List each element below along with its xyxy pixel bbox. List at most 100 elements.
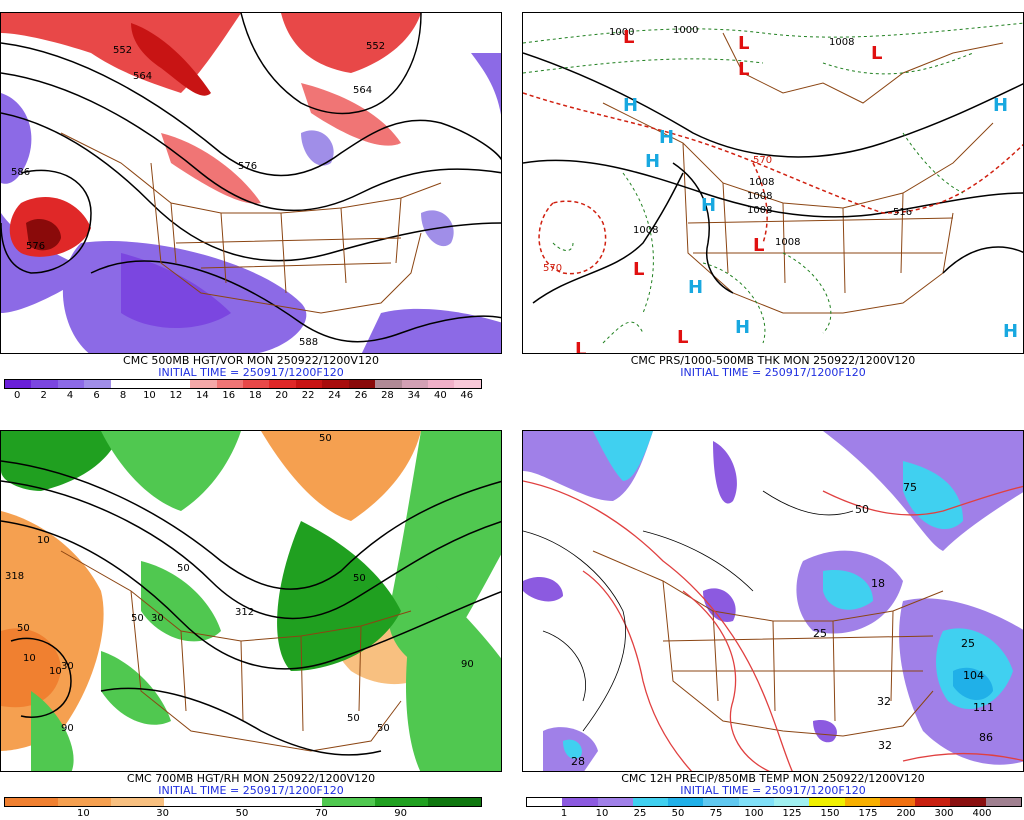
colorbar-swatch (269, 798, 323, 806)
contour-label: 50 (353, 573, 366, 584)
contour-label: 1008 (775, 237, 800, 248)
colorbar-swatch (527, 798, 563, 806)
contour-label: 104 (963, 669, 984, 682)
caption-title: CMC 700MB HGT/RH MON 250922/1200V120 (126, 772, 376, 785)
colorbar-swatch (915, 798, 951, 806)
colorbar-label: 18 (248, 390, 262, 401)
colorbar-swatch (163, 380, 191, 388)
contour-label: 50 (377, 723, 390, 734)
map-precip: 50 75 18 25 25 104 111 86 32 28 32 (522, 430, 1024, 772)
low-marker: L (738, 33, 749, 54)
colorbar-label: 12 (169, 390, 183, 401)
high-marker: H (735, 317, 750, 338)
colorbar-swatch (879, 798, 916, 806)
colorbar-swatch (110, 798, 164, 806)
caption-initial-time: INITIAL TIME = 250917/1200F120 (158, 366, 344, 379)
colorbar-swatch (348, 380, 376, 388)
map-pressure-svg: 1000 1000 1008 570 1008 1008 1008 1008 1… (523, 13, 1023, 353)
panel-700mb-hgt-rh: 50 10 318 50 50 312 50 90 50 50 30 30 10… (0, 430, 502, 820)
colorbar-label: 34 (407, 390, 421, 401)
colorbar-label: 150 (820, 808, 840, 819)
low-marker: L (753, 235, 764, 256)
contour-label: 25 (813, 627, 827, 640)
caption-initial-time: INITIAL TIME = 250917/1200F120 (680, 784, 866, 797)
colorbar-swatch (454, 380, 481, 388)
panel-prs-thickness: 1000 1000 1008 570 1008 1008 1008 1008 1… (522, 12, 1024, 402)
colorbar-label: 28 (381, 390, 394, 401)
panel-precip-850mb-temp: 50 75 18 25 25 104 111 86 32 28 32 CMC 1… (522, 430, 1024, 820)
high-marker: H (1003, 321, 1018, 342)
contour-label: 50 (855, 503, 869, 516)
colorbar-swatch (773, 798, 810, 806)
colorbar-swatch (428, 380, 455, 388)
colorbar-swatch (738, 798, 774, 806)
contour-label: 50 (347, 713, 360, 724)
contour-label: 50 (319, 433, 332, 444)
contour-label: 32 (878, 739, 892, 752)
colorbar-swatch (428, 798, 481, 806)
colorbar-label: 90 (394, 808, 408, 819)
colorbar-precipitation (526, 797, 1022, 807)
map-precip-svg: 50 75 18 25 25 104 111 86 32 28 32 (523, 431, 1023, 771)
colorbar-label: 200 (896, 808, 916, 819)
colorbar-swatch (216, 798, 270, 806)
colorbar-label: 46 (460, 390, 474, 401)
contour-label: 1008 (829, 37, 854, 48)
caption-title: CMC 12H PRECIP/850MB TEMP MON 250922/120… (621, 772, 925, 785)
colorbar-swatch (5, 380, 32, 388)
colorbar-label: 14 (195, 390, 209, 401)
colorbar-swatch (632, 798, 669, 806)
panel-500mb-hgt-vor: 552 552 564 564 576 586 576 588 CMC 500M… (0, 12, 502, 402)
colorbar-swatch (242, 380, 270, 388)
colorbar-label: 6 (93, 390, 100, 401)
contour-label: 1008 (749, 177, 774, 188)
colorbar-labels: 10 30 50 70 90 (0, 808, 502, 820)
high-marker: H (645, 151, 660, 172)
contour-label: 50 (177, 563, 190, 574)
caption-initial-time: INITIAL TIME = 250917/1200F120 (158, 784, 344, 797)
colorbar-swatch (322, 380, 349, 388)
colorbar-label: 16 (222, 390, 236, 401)
colorbar-swatch (985, 798, 1021, 806)
contour-label: 90 (61, 723, 74, 734)
colorbar-labels: 1 10 25 50 75 100 125 150 175 200 300 400 (522, 808, 1024, 820)
contour-label: 25 (961, 637, 975, 650)
colorbar-swatch (57, 380, 85, 388)
contour-label: 10 (49, 666, 62, 677)
contour-label: 90 (461, 659, 474, 670)
colorbar-label: 30 (156, 808, 170, 819)
caption-title: CMC 500MB HGT/VOR MON 250922/1200V120 (123, 354, 379, 367)
colorbar-label: 400 (972, 808, 992, 819)
colorbar-swatch (190, 380, 217, 388)
contour-label: 564 (353, 85, 372, 96)
colorbar-label: 40 (433, 390, 447, 401)
caption-title: CMC PRS/1000-500MB THK MON 250922/1200V1… (630, 354, 916, 367)
contour-label: 312 (235, 607, 254, 618)
contour-label: 32 (877, 695, 891, 708)
contour-label: 570 (753, 155, 772, 166)
map-700mb-svg: 50 10 318 50 50 312 50 90 50 50 30 30 10… (1, 431, 501, 771)
colorbar-swatch (295, 380, 323, 388)
map-500mb-svg: 552 552 564 564 576 586 576 588 (1, 13, 501, 353)
contour-label: 10 (37, 535, 50, 546)
colorbar-swatch (950, 798, 986, 806)
colorbar-swatch (322, 798, 376, 806)
contour-label: 30 (151, 613, 164, 624)
map-500mb: 552 552 564 564 576 586 576 588 (0, 12, 502, 354)
colorbar-label: 10 (143, 390, 156, 401)
colorbar-label: 8 (119, 390, 127, 401)
colorbar-label: 2 (40, 390, 47, 401)
contour-label: 18 (871, 577, 885, 590)
colorbar-swatch (668, 798, 704, 806)
map-700mb: 50 10 318 50 50 312 50 90 50 50 30 30 10… (0, 430, 502, 772)
colorbar-label: 22 (301, 390, 315, 401)
colorbar-swatch (110, 380, 138, 388)
colorbar-swatch (597, 798, 633, 806)
contour-label: 576 (26, 241, 45, 252)
contour-label: 30 (61, 661, 74, 672)
colorbar-label: 10 (76, 808, 90, 819)
colorbar-labels: 0 2 4 6 8 10 12 14 16 18 20 22 24 26 28 34 40 46 (0, 390, 502, 402)
high-marker: H (688, 277, 703, 298)
colorbar-swatch (137, 380, 164, 388)
colorbar-label: 0 (14, 390, 21, 401)
